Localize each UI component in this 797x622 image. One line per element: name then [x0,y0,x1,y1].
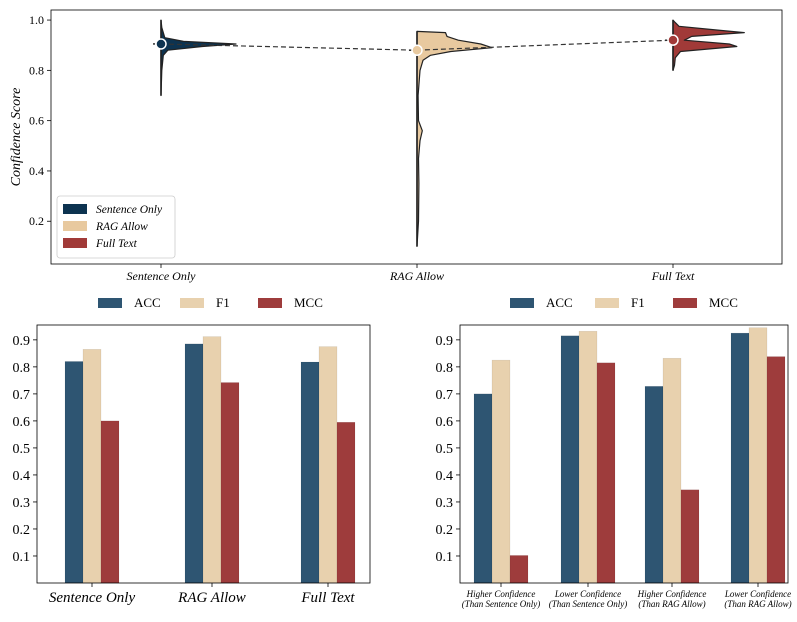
bar-ytick-label: 0.9 [436,334,454,349]
violin-shape [672,19,745,71]
violin-ylabel: Confidence Score [9,88,24,187]
bar-legend-swatch [258,298,282,308]
bar [64,361,84,584]
bar-ytick-label: 0.8 [436,361,454,376]
bar [300,361,320,584]
violin-chart: 0.2 0.4 0.6 0.8 1.0 Confidence Score Sentence … [9,9,783,283]
bar-xtick-label-line: (Than RAG Allow) [724,599,791,609]
violin-xtick-label: Sentence Only [127,269,197,283]
violin-ytick-label: 0.6 [29,114,44,128]
bar-legend-swatch [510,298,534,308]
violin-xtick-label: Full Text [651,269,695,283]
bar-ytick-label: 0.1 [436,550,454,565]
bar-ytick-label: 0.5 [13,442,31,457]
bar-legend-label: F1 [216,295,230,310]
bar-ytick-label: 0.9 [13,334,31,349]
bar-ytick-label: 0.2 [436,523,454,538]
bar-legend-swatch [595,298,619,308]
bar-legend-label: MCC [709,295,738,310]
bar-chart-left: ACC F1 MCC 0.1 0.2 0.3 0.4 0.5 0.6 0.7 0.8 0.9 Sente… [13,295,371,606]
bar-legend: ACC F1 MCC [98,295,323,310]
violin-legend-label: Sentence Only [96,204,163,216]
bar [730,332,750,584]
violin-legend-swatch [63,238,87,248]
bar-xtick-label-line: Higher Confidence [466,589,536,599]
bar [82,349,102,584]
bar [473,393,493,584]
bar-xtick-label: Lower Confidence (Than RAG Allow) [724,589,792,609]
bar-ytick-label: 0.5 [436,442,454,457]
bar-ytick-label: 0.6 [436,415,454,430]
violin-shape [160,19,237,97]
bar-legend-label: MCC [294,295,323,310]
violin-legend: Sentence Only RAG Allow Full Text [56,195,176,259]
violin-legend-swatch [63,204,87,214]
violin-xtick-label: RAG Allow [389,269,444,283]
bar [184,343,204,584]
bar-xtick-label-line: (Than Sentence Only) [549,599,627,609]
bar-xtick-label: Higher Confidence (Than Sentence Only) [462,589,540,609]
violin-ytick-label: 0.4 [29,164,44,178]
median-point [667,34,679,46]
violin-legend-label: Full Text [95,238,138,250]
bar [318,346,338,584]
bar-ytick-label: 0.2 [13,523,31,538]
bar [100,420,120,584]
bar-xtick-label: Lower Confidence (Than Sentence Only) [549,589,627,609]
bar [491,359,511,584]
bar [202,336,222,584]
bar [766,356,786,584]
bar-ytick-label: 0.4 [13,469,31,484]
bar-ytick-label: 0.7 [13,388,31,403]
violin-ytick-label: 0.8 [29,63,44,77]
bar-legend-label: F1 [631,295,645,310]
bar-legend-swatch [673,298,697,308]
bar-legend-swatch [180,298,204,308]
bar [596,362,616,584]
bar [644,386,664,584]
bar-xtick-label: Higher Confidence (Than RAG Allow) [637,589,707,609]
bar-ytick-label: 0.8 [13,361,31,376]
bar [509,555,529,584]
bar-frame [36,324,371,584]
bar-ytick-label: 0.3 [13,496,31,511]
bar [336,422,356,584]
bar [680,489,700,584]
median-point [411,44,423,56]
violin-ytick-label: 0.2 [29,214,44,228]
violin-ytick-label: 1.0 [29,13,44,27]
bar-xtick-label-line: (Than RAG Allow) [638,599,705,609]
violin-legend-swatch [63,221,87,231]
bar-frame [459,324,789,584]
bar-legend-label: ACC [546,295,573,310]
bar-ytick-label: 0.1 [13,550,31,565]
bar-xtick-label: RAG Allow [177,590,246,606]
violin-frame [50,9,783,265]
bar [748,327,768,584]
bar-xtick-label: Sentence Only [49,590,136,606]
violin-shape [416,30,493,247]
bar-ytick-label: 0.7 [436,388,454,403]
bar-chart-right: ACC F1 MCC 0.1 0.2 0.3 0.4 0.5 0.6 0.7 0.8 0.9 Highe… [436,295,792,609]
bar [662,357,682,584]
bar [220,382,240,584]
bar [578,330,598,584]
bar-xtick-label-line: Higher Confidence [637,589,707,599]
bar-xtick-label-line: (Than Sentence Only) [462,599,540,609]
bar-legend: ACC F1 MCC [510,295,738,310]
bar-ytick-label: 0.4 [436,469,454,484]
bar-xtick-label: Full Text [300,590,355,606]
bar-xtick-label-line: Lower Confidence [724,589,791,599]
bar-legend-label: ACC [134,295,161,310]
bar-ytick-label: 0.6 [13,415,31,430]
bar-legend-swatch [98,298,122,308]
bar-xtick-label-line: Lower Confidence [554,589,621,599]
median-point [155,38,167,50]
violin-legend-label: RAG Allow [95,221,148,233]
bar [560,335,580,584]
bar-ytick-label: 0.3 [436,496,454,511]
